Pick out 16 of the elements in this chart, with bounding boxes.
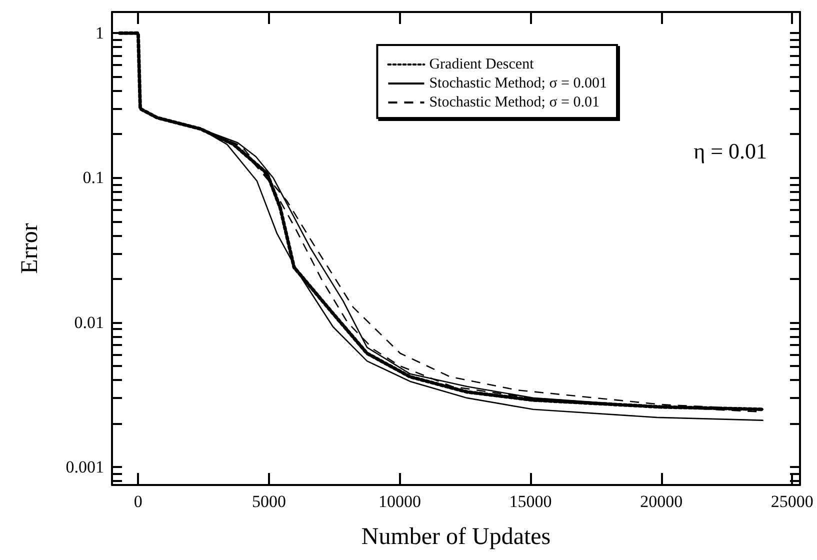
- y-tick-label: 0.001: [66, 457, 104, 476]
- x-tick-label: 5000: [252, 492, 286, 511]
- y-tick-label: 0.1: [82, 168, 104, 188]
- annotation: η = 0.01: [694, 138, 768, 164]
- y-tick-label: 1: [96, 24, 104, 43]
- x-tick-label: 0: [134, 492, 142, 511]
- x-tick-label: 20000: [640, 492, 683, 511]
- legend-label: Stochastic Method; σ = 0.001: [429, 76, 607, 92]
- legend-label: Stochastic Method; σ = 0.01: [429, 94, 600, 110]
- y-tick-label: 0.01: [74, 312, 104, 332]
- legend-label: Gradient Descent: [429, 56, 535, 72]
- y-axis-title: Error: [17, 223, 43, 274]
- x-tick-label: 15000: [509, 492, 552, 511]
- x-tick-label: 10000: [378, 492, 422, 511]
- x-axis-title: Number of Updates: [361, 524, 551, 550]
- x-tick-label: 25000: [770, 492, 814, 511]
